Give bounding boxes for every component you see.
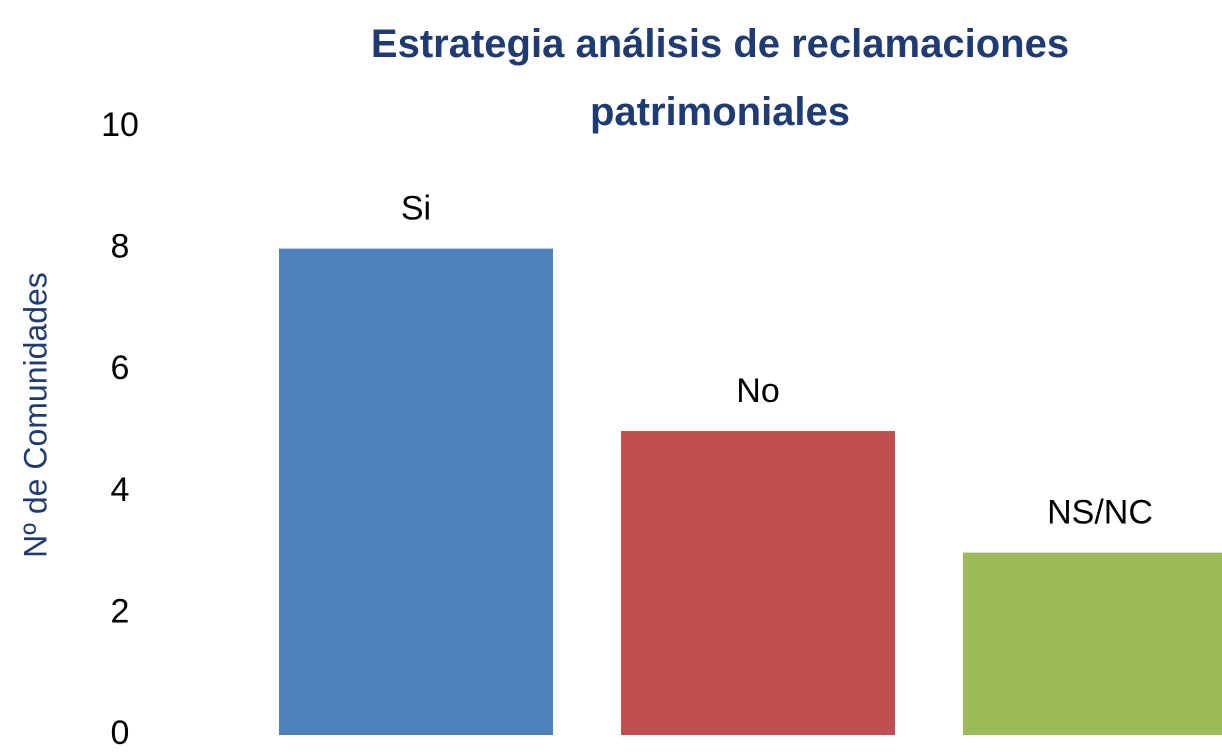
y-tick-label: 0 <box>111 714 130 752</box>
y-axis-label: Nº de Comunidades <box>17 272 53 558</box>
category-label: Si <box>401 190 431 228</box>
y-tick-label: 8 <box>111 228 130 266</box>
y-tick-label: 2 <box>111 592 130 630</box>
bar <box>621 431 895 735</box>
bar <box>963 552 1222 735</box>
category-label: NS/NC <box>1047 494 1153 532</box>
y-tick-label: 6 <box>111 349 130 387</box>
bar <box>279 248 553 735</box>
y-tick-label: 4 <box>111 471 130 509</box>
category-label: No <box>736 372 779 410</box>
y-tick-label: 10 <box>101 106 139 144</box>
chart-title: Estrategia análisis de reclamaciones pat… <box>370 22 1070 134</box>
